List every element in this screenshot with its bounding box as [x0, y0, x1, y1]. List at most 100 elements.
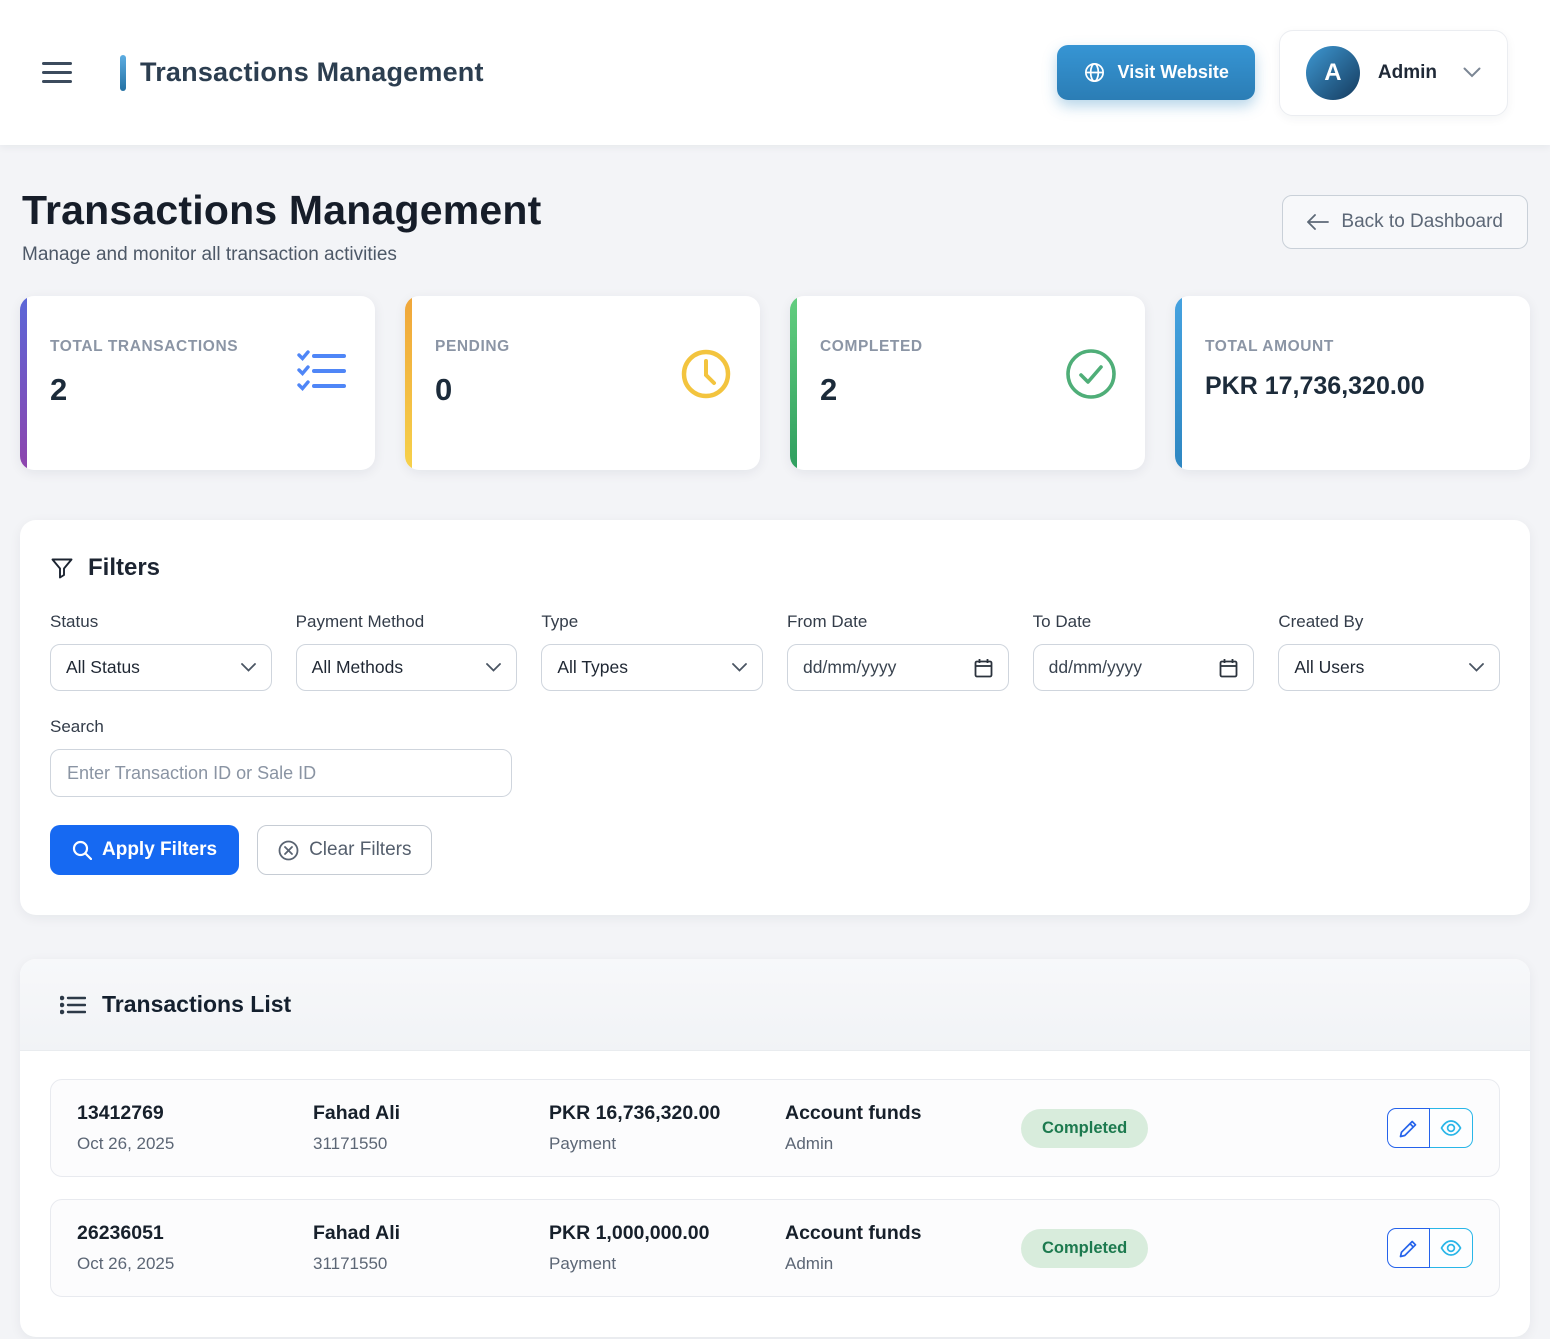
txn-amount: PKR 16,736,320.00 — [549, 1102, 721, 1124]
stat-accent-bar — [405, 296, 412, 470]
transactions-list-title: Transactions List — [102, 991, 292, 1017]
circle-x-icon — [278, 840, 299, 861]
from-date-input[interactable]: dd/mm/yyyy — [787, 644, 1009, 691]
calendar-icon — [974, 658, 993, 677]
stat-total-transactions: TOTAL TRANSACTIONS 2 — [20, 296, 375, 470]
search-input[interactable] — [50, 749, 512, 797]
to-date-input[interactable]: dd/mm/yyyy — [1032, 644, 1255, 691]
menu-icon[interactable] — [42, 56, 72, 89]
stat-accent-bar — [1175, 296, 1182, 470]
stat-accent-bar — [20, 296, 27, 470]
filter-status: Status All Status — [50, 612, 272, 691]
stat-pending: PENDING 0 — [405, 296, 760, 470]
filter-label: Payment Method — [295, 612, 425, 631]
txn-id-cell: 26236051 Oct 26, 2025 — [77, 1222, 313, 1274]
app-brand: Transactions Management — [120, 54, 484, 91]
created-by-select[interactable]: All Users — [1278, 644, 1500, 691]
stat-value: 0 — [435, 372, 453, 407]
payment-method-select-value: All Methods — [311, 657, 404, 677]
to-date-placeholder: dd/mm/yyyy — [1048, 657, 1143, 677]
view-button[interactable] — [1430, 1228, 1473, 1268]
check-circle-icon — [1065, 348, 1117, 400]
stat-accent-bar — [790, 296, 797, 470]
edit-button[interactable] — [1387, 1108, 1430, 1148]
app-title: Transactions Management — [140, 57, 484, 87]
txn-customer-cell: Fahad Ali 31171550 — [313, 1102, 549, 1154]
txn-date: Oct 26, 2025 — [77, 1134, 175, 1153]
payment-method-select[interactable]: All Methods — [295, 644, 518, 691]
brand-accent-bar — [120, 54, 126, 91]
apply-filters-button[interactable]: Apply Filters — [50, 825, 240, 875]
txn-amount: PKR 1,000,000.00 — [549, 1222, 710, 1244]
stat-value: PKR 17,736,320.00 — [1205, 372, 1425, 400]
chevron-down-icon — [240, 663, 256, 672]
user-name: Admin — [1377, 61, 1437, 83]
stat-label: COMPLETED — [820, 338, 923, 355]
status-select-value: All Status — [66, 657, 140, 677]
txn-type: Account funds — [785, 1102, 922, 1124]
txn-id-cell: 13412769 Oct 26, 2025 — [77, 1102, 313, 1154]
status-badge: Completed — [1021, 1108, 1149, 1148]
filter-label: From Date — [787, 612, 868, 631]
page-title: Transactions Management — [22, 187, 542, 233]
clear-filters-button[interactable]: Clear Filters — [257, 825, 433, 875]
filter-payment-method: Payment Method All Methods — [295, 612, 518, 691]
user-menu[interactable]: A Admin — [1278, 29, 1508, 116]
arrow-left-icon — [1307, 214, 1330, 230]
filter-label: Status — [50, 612, 99, 631]
stat-total-amount: TOTAL AMOUNT PKR 17,736,320.00 — [1175, 296, 1530, 470]
apply-filters-label: Apply Filters — [102, 839, 218, 860]
txn-account-number: 31171550 — [313, 1254, 388, 1273]
filter-label: To Date — [1032, 612, 1092, 631]
stat-label: TOTAL TRANSACTIONS — [50, 338, 239, 355]
txn-created-by: Admin — [785, 1254, 834, 1273]
view-button[interactable] — [1430, 1108, 1473, 1148]
filter-from-date: From Date dd/mm/yyyy — [787, 612, 1009, 691]
chevron-down-icon — [486, 663, 502, 672]
txn-type: Account funds — [785, 1222, 922, 1244]
back-to-dashboard-label: Back to Dashboard — [1341, 211, 1503, 232]
back-to-dashboard-button[interactable]: Back to Dashboard — [1282, 195, 1528, 249]
clear-filters-label: Clear Filters — [309, 839, 412, 860]
top-header: Transactions Management Visit Website A … — [0, 0, 1550, 145]
status-select[interactable]: All Status — [50, 644, 272, 691]
txn-status-cell: Completed — [1021, 1228, 1355, 1268]
txn-customer-name: Fahad Ali — [313, 1222, 401, 1244]
type-select[interactable]: All Types — [541, 644, 763, 691]
stat-value: 2 — [50, 372, 68, 407]
txn-created-by: Admin — [785, 1134, 834, 1153]
pencil-icon — [1399, 1120, 1416, 1138]
status-badge: Completed — [1021, 1228, 1149, 1268]
filters-title: Filters — [88, 554, 161, 581]
type-select-value: All Types — [557, 657, 629, 677]
txn-amount-cell: PKR 1,000,000.00 Payment — [549, 1222, 785, 1274]
chevron-down-icon — [1463, 67, 1481, 78]
created-by-select-value: All Users — [1294, 657, 1365, 677]
globe-icon — [1083, 61, 1106, 84]
stat-label: TOTAL AMOUNT — [1205, 338, 1334, 355]
txn-id: 26236051 — [77, 1222, 164, 1244]
funnel-icon — [50, 556, 74, 580]
stat-completed: COMPLETED 2 — [790, 296, 1145, 470]
from-date-placeholder: dd/mm/yyyy — [803, 657, 897, 677]
table-row: 13412769 Oct 26, 2025 Fahad Ali 31171550… — [50, 1079, 1500, 1177]
txn-amount-cell: PKR 16,736,320.00 Payment — [549, 1102, 785, 1154]
edit-button[interactable] — [1387, 1228, 1430, 1268]
stat-cards: TOTAL TRANSACTIONS 2 PENDING 0 — [20, 296, 1530, 470]
page-subtitle: Manage and monitor all transaction activ… — [22, 244, 397, 265]
visit-website-button[interactable]: Visit Website — [1056, 45, 1255, 100]
list-icon — [60, 994, 86, 1016]
txn-customer-name: Fahad Ali — [313, 1102, 401, 1124]
txn-account-number: 31171550 — [313, 1134, 388, 1153]
filter-created-by: Created By All Users — [1278, 612, 1500, 691]
table-row: 26236051 Oct 26, 2025 Fahad Ali 31171550… — [50, 1199, 1500, 1297]
clock-icon — [680, 348, 732, 400]
search-label: Search — [50, 717, 104, 736]
stat-value: 2 — [820, 372, 838, 407]
stat-label: PENDING — [435, 338, 510, 355]
avatar: A — [1305, 45, 1360, 100]
filter-type: Type All Types — [541, 612, 763, 691]
checklist-icon — [297, 348, 347, 394]
txn-id: 13412769 — [77, 1102, 164, 1124]
chevron-down-icon — [1469, 663, 1484, 672]
